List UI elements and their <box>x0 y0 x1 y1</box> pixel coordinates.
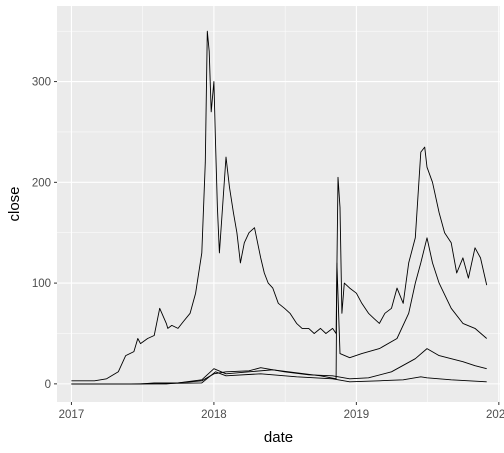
y-tick-label: 200 <box>32 177 51 189</box>
x-tick-label: 2017 <box>59 409 85 421</box>
plot-panel <box>57 6 500 402</box>
series-line-4 <box>71 371 487 385</box>
series-lines <box>71 30 488 385</box>
series-line-1 <box>71 30 488 382</box>
x-axis-title: date <box>264 429 293 446</box>
y-tick-label: 100 <box>32 278 51 290</box>
axis-ticks <box>54 81 500 405</box>
x-tick-label: 2018 <box>201 409 227 421</box>
major-gridlines <box>57 6 500 402</box>
y-tick-label: 0 <box>45 379 51 391</box>
minor-gridlines <box>57 6 500 402</box>
y-axis-title: close <box>6 186 23 221</box>
y-axis-tick-labels: 0 100 200 300 <box>32 77 51 391</box>
y-tick-label: 300 <box>32 77 51 89</box>
series-line-3 <box>71 348 487 385</box>
x-tick-label: 2019 <box>344 409 370 421</box>
